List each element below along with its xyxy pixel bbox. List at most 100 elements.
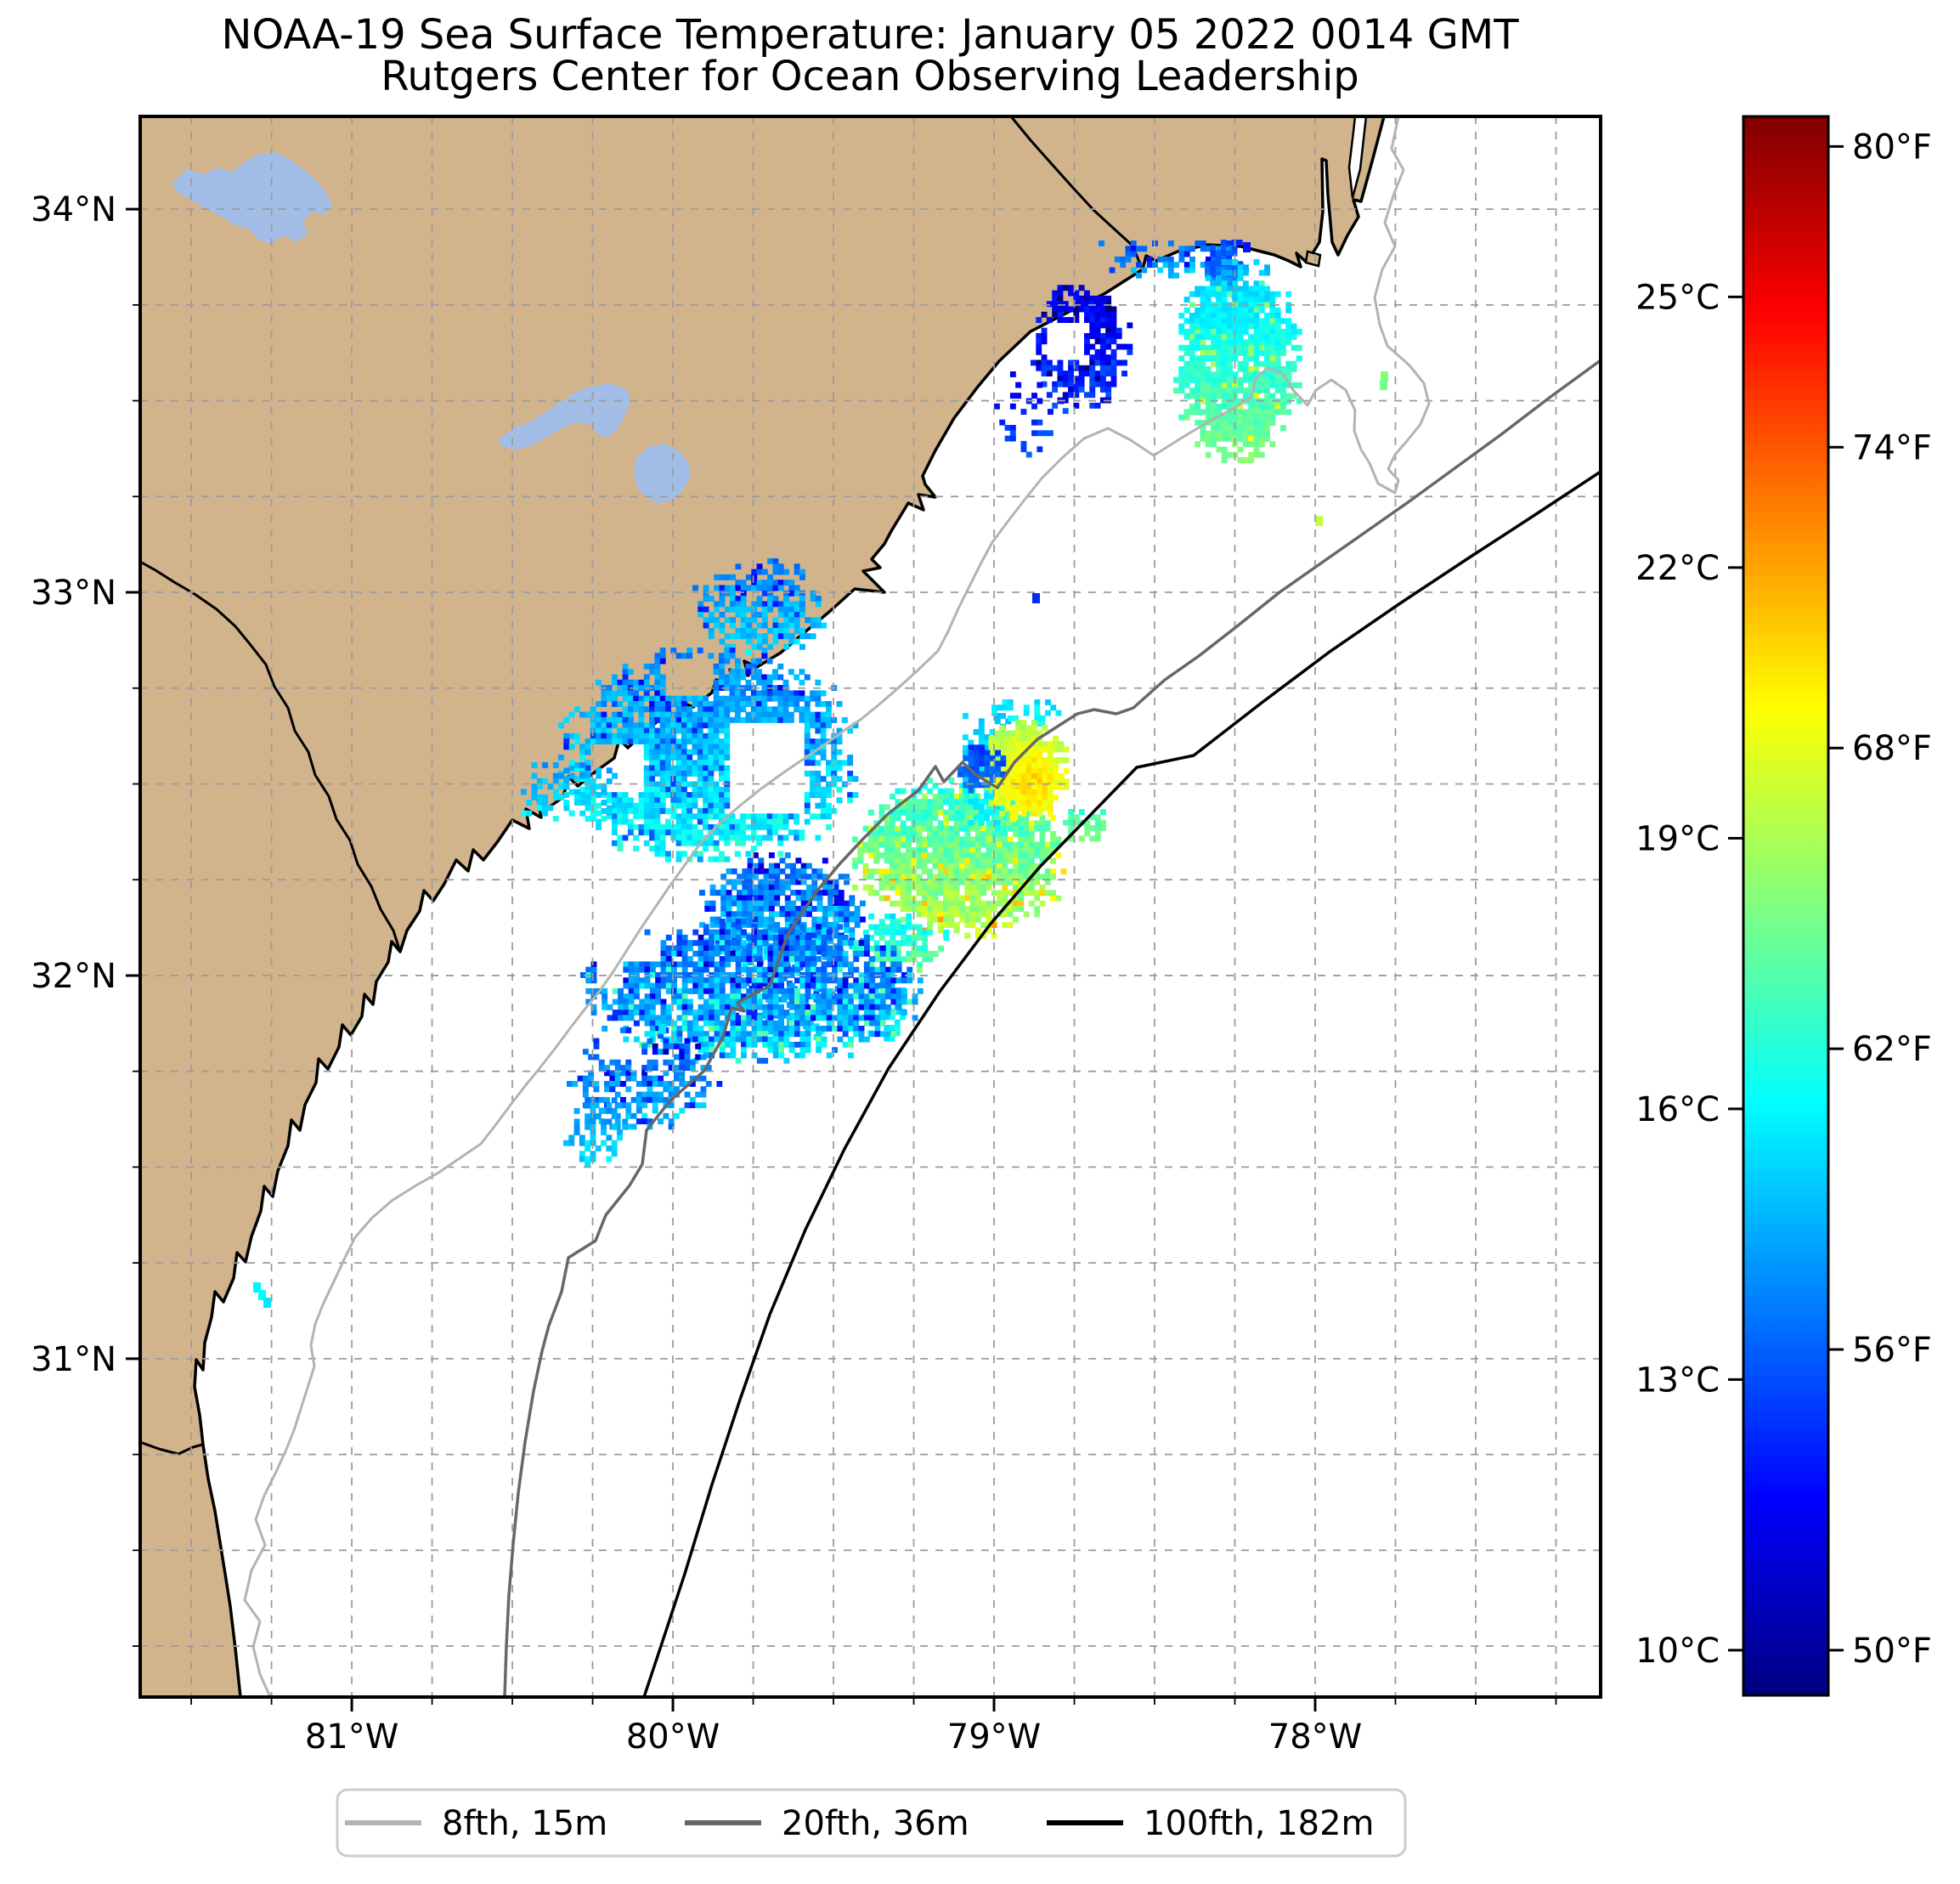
sst-cell — [725, 950, 731, 957]
sst-cell — [810, 695, 816, 702]
sst-cell — [1242, 414, 1249, 421]
sst-cell — [779, 868, 786, 874]
sst-cell — [1237, 339, 1244, 346]
sst-cell — [921, 783, 928, 789]
sst-cell — [643, 738, 650, 744]
sst-cell — [1025, 757, 1032, 763]
sst-cell — [1232, 323, 1239, 330]
sst-cell — [858, 977, 865, 984]
sst-cell — [997, 857, 1003, 864]
sst-cell — [1031, 762, 1037, 769]
sst-cell — [1028, 885, 1035, 891]
sst-cell — [643, 679, 650, 686]
sst-cell — [766, 695, 773, 702]
sst-cell — [991, 841, 997, 848]
sst-cell — [767, 924, 774, 931]
sst-cell — [649, 1004, 656, 1010]
sst-cell — [963, 825, 969, 832]
sst-cell — [932, 804, 939, 811]
sst-cell — [1047, 789, 1053, 795]
sst-cell — [826, 961, 833, 968]
sst-cell — [794, 1052, 800, 1059]
sst-cell — [1258, 388, 1265, 394]
sst-cell — [596, 772, 602, 779]
sst-cell — [811, 906, 818, 912]
sst-cell — [1073, 819, 1080, 826]
sst-cell — [1216, 350, 1223, 356]
sst-cell — [724, 658, 731, 665]
sst-cell — [1039, 825, 1046, 832]
sst-cell — [552, 772, 559, 779]
sst-cell — [602, 999, 608, 1005]
sst-cell — [1146, 262, 1153, 269]
sst-cell — [1089, 402, 1096, 409]
sst-cell — [670, 781, 677, 788]
sst-cell — [1189, 360, 1195, 367]
sst-cell — [980, 922, 987, 928]
sst-cell — [901, 987, 907, 994]
sst-cell — [885, 982, 891, 989]
sst-cell — [959, 804, 965, 811]
sst-cell — [1089, 322, 1096, 329]
sst-cell — [1009, 393, 1016, 399]
sst-cell — [869, 993, 876, 1000]
sst-cell — [709, 945, 715, 952]
sst-cell — [684, 1059, 691, 1066]
sst-cell — [815, 727, 822, 734]
sst-cell — [868, 935, 875, 942]
sst-cell — [709, 921, 716, 928]
sst-cell — [1248, 339, 1255, 346]
sst-cell — [654, 846, 661, 851]
sst-cell — [762, 1026, 769, 1032]
sst-cell — [916, 825, 923, 832]
sst-cell — [654, 674, 661, 681]
sst-cell — [758, 863, 765, 869]
sst-cell — [1258, 382, 1265, 388]
sst-cell — [703, 977, 709, 984]
sst-cell — [863, 961, 870, 968]
sst-cell — [1274, 376, 1281, 383]
sst-cell — [1025, 451, 1032, 458]
sst-patch-longbay — [1173, 259, 1302, 463]
sst-cell — [799, 669, 805, 676]
sst-cell — [1015, 751, 1021, 758]
sst-cell — [763, 900, 770, 907]
sst-cell — [614, 1118, 621, 1124]
sst-cell — [703, 1036, 709, 1043]
sst-cell — [590, 1102, 596, 1109]
sst-cell — [703, 840, 709, 846]
sst-cell — [746, 1031, 753, 1038]
sst-cell — [1055, 836, 1062, 843]
sst-cell — [984, 782, 991, 789]
sst-cell — [854, 921, 861, 928]
sst-cell — [675, 813, 682, 820]
sst-cell — [1242, 264, 1249, 271]
sst-cell — [762, 1031, 769, 1038]
sst-cell — [822, 911, 828, 918]
sst-cell — [1034, 704, 1041, 711]
sst-cell — [874, 1020, 881, 1027]
sst-cell — [1039, 831, 1046, 837]
sst-cell — [623, 1004, 630, 1010]
sst-cell — [815, 813, 822, 820]
sst-cell — [805, 940, 811, 947]
sst-cell — [820, 802, 827, 809]
sst-cell — [590, 972, 597, 978]
sst-cell — [671, 945, 677, 952]
sst-cell — [974, 906, 981, 913]
sst-cell — [863, 950, 870, 957]
sst-cell — [686, 792, 693, 798]
sst-cell — [762, 929, 769, 936]
sst-cell — [660, 966, 667, 973]
sst-cell — [993, 757, 1000, 763]
sst-cell — [1002, 699, 1008, 705]
sst-cell — [959, 788, 965, 795]
sst-cell — [1280, 339, 1286, 346]
sst-cell — [1039, 846, 1046, 853]
sst-cell — [671, 961, 677, 968]
sst-cell — [606, 690, 613, 697]
sst-cell — [816, 945, 822, 952]
sst-cell — [837, 987, 844, 994]
sst-cell — [907, 999, 913, 1005]
sst-cell — [746, 1036, 753, 1043]
